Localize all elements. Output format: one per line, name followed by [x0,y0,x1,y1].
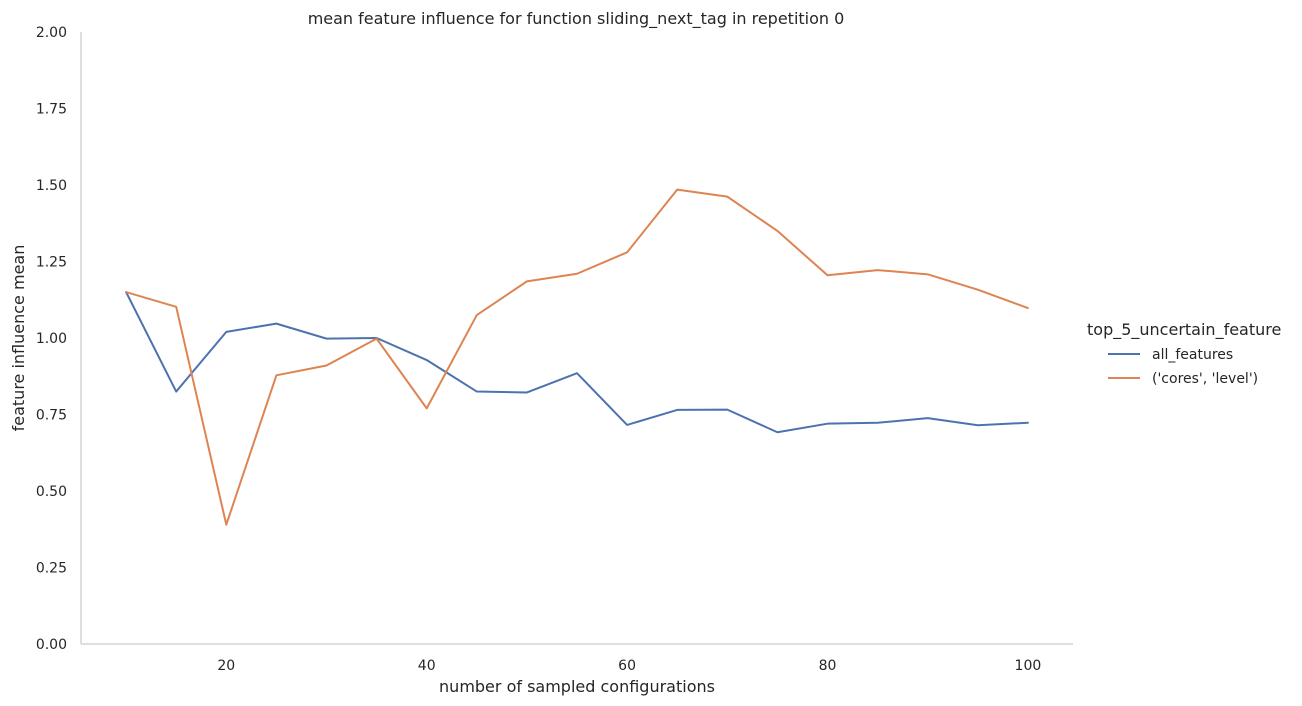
y-axis-label: feature influence mean [9,245,28,432]
x-axis-label: number of sampled configurations [439,677,715,696]
y-tick-label: 2.00 [36,25,67,41]
y-tick-label: 0.00 [36,637,67,653]
y-tick-label: 0.50 [36,484,67,500]
x-tick-labels: 20 40 60 80 100 [217,658,1041,674]
x-tick-label: 80 [819,658,837,674]
chart-title: mean feature influence for function slid… [308,9,845,29]
series-line-1 [125,188,1029,526]
legend-label-0: all_features [1152,347,1233,363]
y-tick-label: 1.25 [36,255,67,271]
y-tick-label: 0.25 [36,561,67,577]
y-tick-labels: 0.00 0.25 0.50 0.75 1.00 1.25 1.50 1.75 2.00 [36,25,67,653]
x-tick-label: 40 [418,658,436,674]
legend-title: top_5_uncertain_feature [1087,320,1281,340]
plot-area: 0.00 0.25 0.50 0.75 1.00 1.25 1.50 1.75 2.00 20 4… [36,25,1073,674]
legend-items: all_features ('cores', 'level') [1108,347,1258,387]
x-tick-label: 60 [618,658,636,674]
y-tick-label: 1.50 [36,178,67,194]
x-tick-label: 20 [217,658,235,674]
y-tick-label: 0.75 [36,408,67,424]
series-lines [125,188,1029,526]
legend: top_5_uncertain_feature all_features ('co… [1087,320,1281,387]
y-tick-label: 1.75 [36,102,67,118]
x-tick-label: 100 [1015,658,1042,674]
series-line-0 [125,291,1029,434]
legend-label-1: ('cores', 'level') [1152,371,1258,387]
y-tick-label: 1.00 [36,331,67,347]
